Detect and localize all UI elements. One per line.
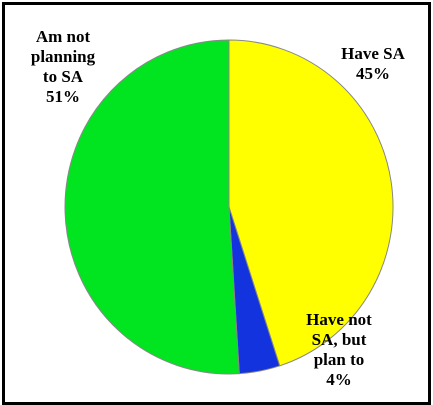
slice-label-not-planning: Am not planning to SA 51% bbox=[30, 27, 96, 106]
slice-label-have-sa: Have SA 45% bbox=[341, 44, 405, 83]
slice-have-sa bbox=[228, 39, 394, 367]
slice-not-planning bbox=[64, 39, 240, 375]
slice-label-plan-to: Have not SA, but plan to 4% bbox=[306, 310, 372, 389]
pie-chart bbox=[64, 39, 394, 375]
